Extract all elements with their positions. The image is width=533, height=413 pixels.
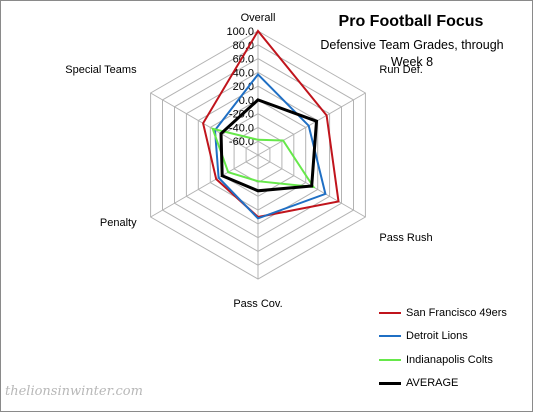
legend-swatch-colts [379, 358, 401, 361]
legend-item-lions: Detroit Lions [379, 325, 529, 349]
chart-subtitle: Defensive Team Grades, through Week 8 [301, 37, 523, 71]
legend-item-average: AVERAGE [379, 372, 529, 396]
tick-label-1: 80.0 [233, 40, 254, 52]
legend-item-colts: Indianapolis Colts [379, 348, 529, 372]
spoke-4 [150, 154, 259, 218]
legend-swatch-lions [379, 335, 401, 338]
chart-subtitle-line-1: Defensive Team Grades, through [320, 38, 504, 52]
category-label-4: Penalty [100, 217, 137, 229]
legend-label-average: AVERAGE [406, 377, 459, 390]
spoke-1 [257, 92, 366, 156]
category-label-5: Special Teams [65, 64, 137, 76]
radial-tick-labels: 100.080.060.040.020.00.0-20.0-40.0-60.0 [226, 26, 254, 148]
category-label-2: Pass Rush [379, 232, 432, 244]
tick-label-2: 60.0 [233, 54, 254, 66]
legend: San Francisco 49ers Detroit Lions Indian… [379, 301, 529, 395]
legend-label-colts: Indianapolis Colts [406, 353, 493, 366]
series-lines [202, 29, 340, 220]
legend-label-lions: Detroit Lions [406, 330, 468, 343]
legend-swatch-49ers [379, 311, 401, 314]
chart-title: Pro Football Focus [338, 13, 484, 30]
tick-label-5: 0.0 [239, 95, 254, 107]
tick-label-8: -60.0 [229, 136, 254, 148]
category-label-1: Run Def. [379, 64, 422, 76]
tick-label-4: 20.0 [233, 81, 254, 93]
legend-item-49ers: San Francisco 49ers [379, 301, 529, 325]
legend-swatch-average [379, 381, 401, 385]
series-line-2 [211, 127, 316, 189]
tick-label-3: 40.0 [233, 67, 254, 79]
chart-subtitle-line-2: Week 8 [390, 55, 434, 69]
category-label-3: Pass Cov. [233, 298, 282, 310]
legend-label-49ers: San Francisco 49ers [406, 306, 507, 319]
category-label-0: Overall [241, 12, 276, 24]
series-line-3 [219, 98, 319, 193]
category-labels: Overall Run Def. Pass Rush Pass Cov. Penalty… [65, 12, 432, 310]
spoke-5 [150, 92, 259, 156]
tick-label-7: -40.0 [229, 122, 254, 134]
watermark: thelionsinwinter.com [5, 384, 143, 399]
tick-label-0: 100.0 [226, 26, 254, 38]
